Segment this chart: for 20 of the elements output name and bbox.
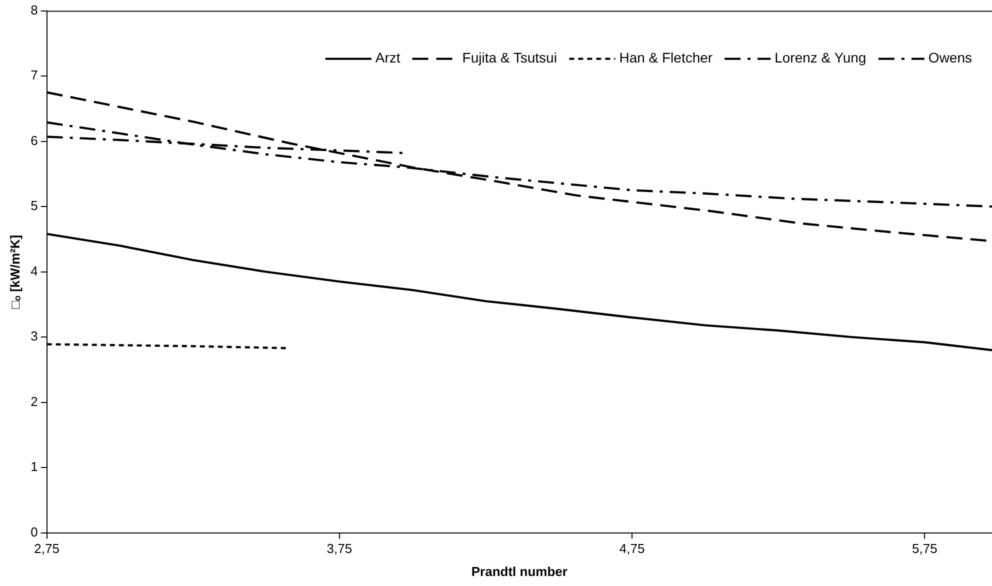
y-tick-label: 8 <box>30 2 38 18</box>
y-tick-label: 1 <box>30 459 38 474</box>
y-tick-label: 4 <box>30 263 38 278</box>
x-axis-title: Prandtl number <box>471 564 568 579</box>
y-tick-label: 2 <box>30 394 38 409</box>
legend-label: Owens <box>928 50 972 66</box>
x-tick-label: 5,75 <box>912 541 938 556</box>
x-tick-label: 2,75 <box>34 541 60 556</box>
x-tick-label: 4,75 <box>619 541 645 556</box>
y-tick-label: 7 <box>30 68 38 83</box>
legend-label: Lorenz & Yung <box>774 50 866 66</box>
y-tick-label: 0 <box>30 524 38 540</box>
y-axis-title: □ₒ [kW/m²K] <box>7 234 22 309</box>
legend-label: Arzt <box>375 50 400 66</box>
legend-label: Fujita & Tsutsui <box>462 50 557 66</box>
legend-label: Han & Fletcher <box>619 50 713 66</box>
y-tick-label: 5 <box>30 198 38 214</box>
y-tick-label: 6 <box>30 132 38 148</box>
x-tick-label: 3,75 <box>326 541 352 556</box>
y-tick-label: 3 <box>30 328 38 344</box>
